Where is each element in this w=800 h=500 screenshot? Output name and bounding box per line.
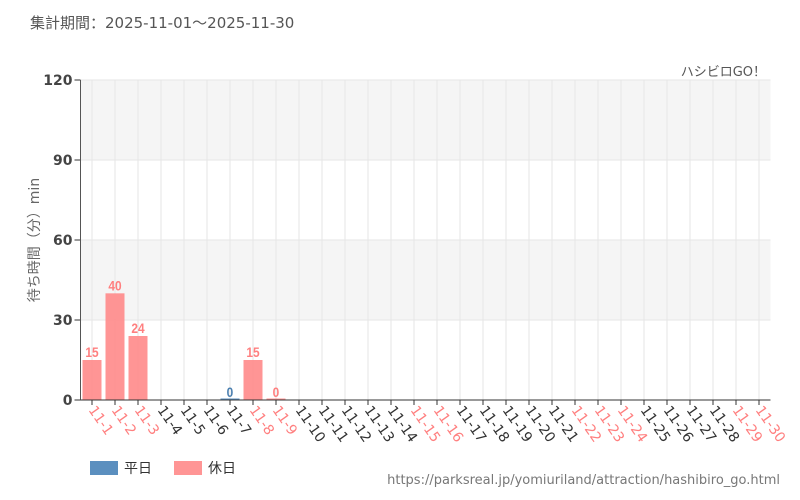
bar-value-label: 0 (273, 384, 280, 400)
attraction-name: ハシビロGO！ (680, 65, 766, 80)
x-tick-label: 11-7 (223, 403, 254, 438)
legend-swatch-holiday (174, 461, 202, 475)
bar-value-label: 15 (85, 344, 98, 360)
y-tick-label: 90 (53, 153, 73, 169)
bar (105, 293, 125, 400)
x-tick-label: 11-5 (177, 403, 208, 438)
y-tick-label: 60 (53, 233, 73, 249)
y-tick-label: 30 (53, 313, 73, 329)
legend-weekday[interactable]: 平日 (90, 458, 152, 478)
legend: 平日 休日 (90, 458, 236, 478)
bar-value-label: 24 (131, 320, 145, 336)
legend-swatch-weekday (90, 461, 118, 475)
x-tick-label: 11-6 (200, 403, 231, 438)
bar-value-label: 40 (108, 277, 121, 293)
x-tick-label: 11-8 (246, 403, 277, 438)
x-tick-label: 11-3 (131, 403, 162, 438)
legend-label: 休日 (208, 461, 236, 477)
bar (243, 360, 263, 400)
x-tick-label: 11-4 (154, 403, 185, 438)
grid-band (80, 80, 771, 160)
y-tick-label: 120 (43, 73, 72, 89)
legend-label: 平日 (124, 461, 152, 477)
bar (266, 398, 286, 400)
bar (128, 336, 148, 400)
x-tick-label: 11-2 (108, 403, 139, 438)
x-tick-label: 11-9 (269, 403, 300, 438)
legend-holiday[interactable]: 休日 (174, 458, 236, 478)
bar (82, 360, 102, 400)
source-url[interactable]: https://parksreal.jp/yomiuriland/attract… (387, 473, 780, 488)
grid-band (80, 240, 771, 320)
y-tick-label: 0 (63, 393, 73, 409)
bar-value-label: 15 (246, 344, 259, 360)
chart-title: 集計期間：2025-11-01〜2025-11-30 (30, 14, 295, 32)
bar (220, 398, 240, 400)
bar-value-label: 0 (227, 384, 234, 400)
x-tick-label: 11-1 (85, 403, 116, 438)
